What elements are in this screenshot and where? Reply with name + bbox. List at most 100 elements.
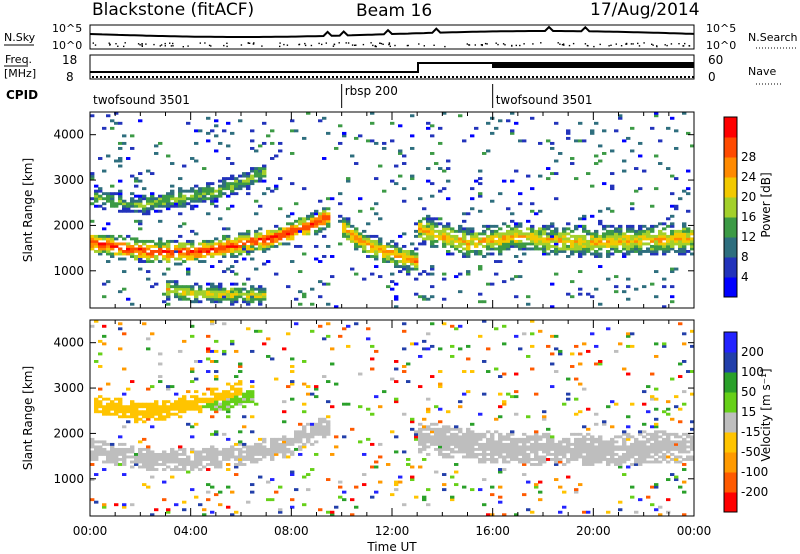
power-cell [638, 242, 643, 246]
power-cell [242, 247, 247, 251]
velocity-cell [110, 452, 115, 456]
velocity-cell [374, 395, 379, 399]
velocity-cell [274, 377, 279, 381]
power-cell [326, 212, 331, 216]
velocity-cell [614, 463, 619, 466]
velocity-cell [246, 400, 251, 404]
power-cell [546, 234, 551, 238]
power-cell [634, 287, 639, 291]
power-cell [546, 242, 551, 246]
power-cell [442, 272, 447, 276]
power-cell [642, 234, 647, 238]
power-cell [674, 129, 679, 133]
velocity-cell [538, 437, 543, 441]
power-cell [670, 204, 675, 208]
power-cell [346, 217, 351, 221]
velocity-cell [530, 319, 535, 323]
velocity-cell [666, 455, 671, 459]
noise-search-dot [164, 45, 166, 47]
velocity-cell [170, 475, 175, 479]
power-cell [298, 270, 303, 274]
power-cell [518, 139, 523, 143]
velocity-cell [122, 505, 127, 509]
power-cell [678, 252, 683, 256]
velocity-cell [526, 354, 531, 358]
power-cell [570, 252, 575, 256]
velocity-cell [634, 437, 639, 441]
velocity-cell [158, 405, 163, 409]
velocity-cell [670, 432, 675, 436]
velocity-cell [370, 495, 375, 499]
velocity-y-label: Slant Range [km] [21, 366, 35, 470]
power-cell [254, 167, 259, 170]
velocity-cell [226, 437, 231, 441]
velocity-cell [610, 442, 615, 446]
power-cell [402, 252, 407, 256]
velocity-cell [250, 392, 255, 396]
power-cell [246, 300, 251, 304]
power-cell [458, 229, 463, 233]
velocity-cell [422, 432, 427, 436]
power-cell [234, 244, 239, 248]
velocity-cell [282, 442, 287, 446]
velocity-cell [322, 417, 327, 421]
velocity-cell [446, 410, 451, 414]
power-cell [326, 222, 331, 226]
velocity-cell [534, 452, 539, 456]
velocity-cell [138, 450, 143, 454]
velocity-cell [482, 478, 487, 482]
power-cell [238, 287, 243, 291]
colorbar-tick: 12 [741, 230, 756, 244]
power-cell [286, 229, 291, 233]
velocity-cell [294, 435, 299, 439]
velocity-cell [146, 485, 151, 489]
velocity-cell [550, 435, 555, 439]
power-cell [614, 247, 619, 251]
velocity-cell [218, 503, 223, 507]
power-cell [614, 242, 619, 246]
power-cell [514, 227, 519, 231]
velocity-cell [682, 490, 687, 494]
velocity-cell [118, 347, 123, 351]
power-cell [578, 250, 583, 253]
velocity-cell [658, 435, 663, 439]
power-cell [678, 234, 683, 238]
velocity-cell [98, 352, 103, 356]
power-cell [90, 239, 95, 243]
power-cell [386, 257, 391, 261]
velocity-cell [166, 412, 171, 416]
power-cell [206, 131, 211, 135]
velocity-cell [362, 483, 367, 487]
velocity-cell [510, 450, 515, 454]
power-cell [530, 227, 535, 231]
power-cell [230, 189, 235, 193]
velocity-cell [466, 430, 471, 434]
power-cell [318, 295, 323, 299]
power-cell [670, 237, 675, 241]
power-cell [598, 219, 603, 223]
noise-search-dot [286, 44, 289, 46]
power-cell [118, 199, 123, 203]
power-cell [174, 204, 179, 208]
velocity-cell [498, 450, 503, 454]
velocity-cell [522, 450, 527, 454]
velocity-cell [270, 498, 275, 502]
power-cell [598, 242, 603, 246]
power-cell [106, 237, 111, 241]
power-cell [262, 244, 267, 248]
velocity-cell [194, 450, 199, 454]
power-cell [390, 179, 395, 183]
velocity-cell [130, 445, 135, 449]
power-cell [182, 199, 187, 203]
power-cell [166, 199, 171, 203]
velocity-cell [378, 405, 383, 409]
velocity-cell [230, 397, 235, 401]
velocity-cell [138, 458, 143, 461]
power-cell [282, 229, 287, 233]
power-cell [274, 237, 279, 241]
velocity-cell [294, 430, 299, 434]
power-cell [234, 247, 239, 251]
velocity-cell [314, 385, 319, 389]
velocity-cell [198, 400, 203, 404]
velocity-cell [486, 458, 491, 461]
